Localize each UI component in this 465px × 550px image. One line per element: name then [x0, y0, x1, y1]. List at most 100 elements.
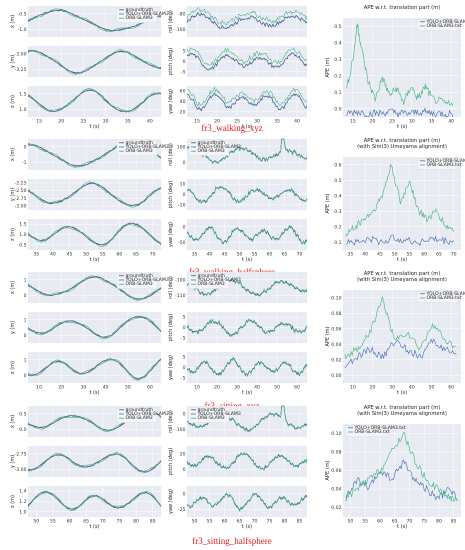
row4-ape-plot-ytick-label: 0.06	[331, 468, 341, 474]
row4-rpy-pitch-plot-series-line	[186, 453, 308, 470]
row1-xyz-y-plot-series-line	[27, 49, 162, 74]
row4-ape-plot-xlabel: t (s)	[397, 524, 407, 530]
row3-ape-plot-xtick-label: 40	[409, 385, 415, 391]
row4-ape-plot-series-yolo-orb-slam3-line	[345, 459, 458, 502]
row1-rpy-yaw-plot-ytick-label: 60	[180, 89, 186, 95]
row1-ape-plot-xtick-label: 20	[370, 119, 376, 125]
row1-rpy-xlabel: t (s)	[242, 124, 252, 130]
row1-ape-plot-xtick-label: 40	[448, 119, 454, 125]
row4-ape-plot-ylabel: APE (m)	[325, 460, 331, 480]
row2-xyz-x-plot-ytick-label: 0	[24, 144, 27, 150]
row2-ape-plot-series-yolo-orb-slam3-line	[345, 234, 454, 247]
row4-xyz-z-plot-xtick-label: 85	[150, 519, 156, 525]
row4-rpy-yaw-plot-series-line	[186, 492, 308, 512]
row2-xyz-y-plot-ytick-label: -3.00	[15, 204, 27, 210]
row1-ape-plot-ylabel: APE (m)	[325, 57, 331, 77]
row2-xyz-z-plot-xtick-label: 55	[100, 252, 106, 258]
row3-xyz-z-plot-xtick-label: 20	[58, 385, 64, 391]
row4-ape-plot-xtick-label: 75	[421, 519, 427, 525]
row2-rpy-pitch-plot-ylabel: pitch (deg)	[168, 181, 174, 208]
row4-xyz-y-plot-background	[28, 446, 161, 477]
row4-ape-plot-xtick-label: 50	[347, 519, 353, 525]
row4-xyz-z-plot-ytick-label: 1.0	[19, 509, 26, 515]
row2-rpy-yaw-plot-xtick-label: 45	[222, 252, 228, 258]
row3-ape-plot-ytick-label: 0.02	[331, 357, 341, 363]
row4-xyz-z-plot-xtick-label: 80	[133, 519, 139, 525]
row2-xyz-y-plot-ylabel: y (m)	[10, 188, 16, 201]
row4-xyz-x-plot-ytick-label: 0.5	[19, 411, 26, 417]
row2-xyz-y-plot-ytick-label: -2.75	[15, 196, 27, 202]
row2-ape-plot-xtick-label: 45	[377, 252, 383, 258]
row2-rpy-yaw-plot-xtick-label: 40	[207, 252, 213, 258]
row2-ape-plot-ytick-label: 0.3	[334, 209, 341, 215]
row2-rpy-yaw-plot-xtick-label: 55	[252, 252, 258, 258]
row4-xyz-z-plot-xtick-label: 50	[33, 519, 39, 525]
row1-ape-plot-xtick-label: 30	[409, 119, 415, 125]
row3-rpy-yaw-plot-ytick-label: 0	[183, 365, 186, 371]
row2-rpy-yaw-plot-xtick-label: 60	[267, 252, 273, 258]
row2-ape-plot-ytick-label: 0.2	[334, 224, 341, 230]
row1-rpy-roll-plot-series-line	[186, 7, 308, 26]
row1-ape-plot-ytick-label: 0.4	[334, 40, 341, 46]
row4-xyz-z-plot-ylabel: z (m)	[10, 495, 16, 508]
row4-xyz-z-plot-series-line	[27, 490, 162, 512]
row1-rpy-yaw-plot-ylabel: yaw (deg)	[168, 89, 174, 114]
row1-rpy-yaw-plot-xtick-label: 15	[194, 119, 200, 125]
row3-ape-plot-series-yolo-orb-slam3-line	[344, 338, 457, 369]
row3-rpy-yaw-plot-series-line	[186, 356, 308, 377]
row4-xyz-z-plot-ytick-label: 1.2	[19, 499, 26, 505]
row1-xyz-z-plot-xtick-label: 40	[147, 119, 153, 125]
row4-rpy-pitch-plot-ytick-label: 0	[183, 467, 186, 473]
row3-xyz-z-plot-ytick-label: 0	[24, 373, 27, 379]
row2-ape-plot-xtick-label: 35	[347, 252, 353, 258]
row2-ape-plot-legend-label: YOLO+ORB-SLAM3.txt	[426, 158, 465, 164]
row1-rpy-yaw-plot-xtick-label: 25	[234, 119, 240, 125]
row2-xyz-y-plot-ytick-label: -2.50	[15, 188, 27, 194]
row2-rpy-roll-plot-series-line	[186, 138, 308, 164]
row3-rpy-pitch-plot-ytick-label: -5	[181, 335, 186, 341]
row1-rpy-yaw-plot-xtick-label: 35	[274, 119, 280, 125]
row3-ape-plot-series-orb-slam3-line	[344, 296, 457, 360]
row4-xyz-x-plot-legend-label: ORB-SLAM3	[126, 415, 153, 421]
row4-rpy-roll-plot-ylabel: roll (deg)	[168, 410, 174, 433]
row1-ape-plot-ytick-label: 0.3	[334, 57, 341, 63]
row1-rpy-yaw-plot-xtick-label: 30	[254, 119, 260, 125]
row4-xyz-y-plot-ylabel: y (m)	[10, 455, 16, 468]
row4-ape-plot-xtick-label: 85	[451, 519, 457, 525]
row3-xyz-x-plot-legend-label: YOLO+ORB-SLAM3	[125, 277, 169, 283]
row1-xyz-x-plot-ytick-label: -0.5	[18, 11, 27, 17]
row1-caption: fr3_walking_xyz	[201, 123, 262, 133]
row3-ape-plot-ytick-label: 0.04	[331, 342, 341, 348]
row2-rpy-roll-plot-ylabel: roll (deg)	[168, 143, 174, 166]
row4-ape-plot-ytick-label: 0.08	[331, 449, 341, 455]
row1-ape-plot-xtick-label: 35	[429, 119, 435, 125]
row1-ape-plot-legend-label: YOLO+ORB-SLAM3.txt	[426, 19, 465, 25]
row2-xyz-x-plot-legend-label: ORB-SLAM3	[126, 148, 153, 154]
row1-xyz-y-plot-ylabel: y (m)	[10, 55, 16, 68]
row3-rpy-yaw-plot-ytick-label: 5	[183, 355, 186, 361]
row4-xyz-xlabel: t (s)	[89, 524, 99, 530]
row4-xyz-x-plot-ylabel: x (m)	[10, 415, 16, 428]
row1-rpy-roll-plot-ytick-label: -100	[175, 27, 186, 33]
row3-ape-plot-xtick-label: 10	[350, 385, 356, 391]
row1-xyz-x-plot-series-line	[27, 10, 162, 31]
row2-ape-plot-title: APE w.r.t. translation part (m)	[364, 138, 441, 144]
row1-rpy-yaw-plot-ytick-label: 40	[180, 99, 186, 105]
row4-rpy-yaw-plot-xtick-label: 80	[282, 519, 288, 525]
row1-rpy-yaw-plot-ytick-label: 20	[180, 109, 186, 115]
row4-ape-plot-series-orb-slam3-line	[345, 432, 458, 503]
row4-xyz-z-plot-xtick-label: 60	[67, 519, 73, 525]
row4-xyz-z-plot-ytick-label: 1.4	[19, 489, 26, 495]
row2-ape-plot-series-orb-slam3-line	[345, 164, 455, 237]
row2-rpy-roll-plot-legend-label: YOLO+ORB-SLAM3	[197, 144, 241, 150]
row3-rpy-yaw-plot-xtick-label: 60	[294, 385, 300, 391]
row2-xyz-z-plot-series-line	[27, 222, 162, 246]
row3-ape-plot-legend	[417, 291, 459, 303]
row4-xyz-z-plot-xtick-label: 55	[50, 519, 56, 525]
row1-xyz-z-plot-xtick-label: 35	[125, 119, 131, 125]
row2-xyz-z-plot-xtick-label: 70	[150, 252, 156, 258]
row4-rpy-pitch-plot-ytick-label: 20	[180, 451, 186, 457]
row4-ape-plot-title: APE w.r.t. translation part (m)	[364, 405, 441, 411]
row3-rpy-pitch-plot-series-line	[186, 318, 308, 337]
